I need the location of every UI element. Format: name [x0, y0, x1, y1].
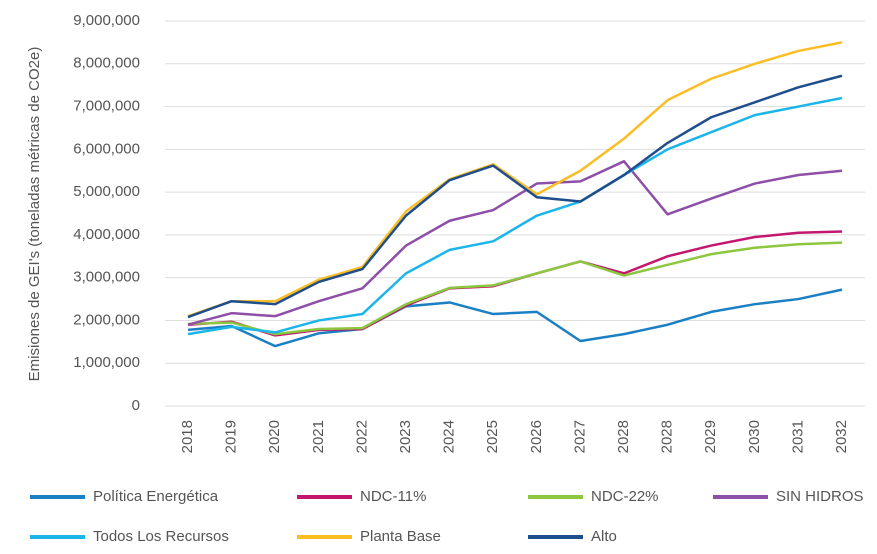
y-tick-label: 0	[132, 397, 140, 414]
x-tick-label: 2025	[484, 420, 501, 453]
x-tick-label: 2032	[833, 420, 850, 453]
y-tick-label: 8,000,000	[73, 55, 140, 72]
y-tick-label: 6,000,000	[73, 140, 140, 157]
x-tick-label: 2026	[528, 420, 545, 453]
series-line	[187, 74, 843, 319]
x-tick-label: 2023	[397, 420, 414, 453]
x-tick-label: 2020	[266, 420, 283, 453]
x-tick-label: 2028	[615, 420, 632, 453]
y-tick-label: 9,000,000	[73, 12, 140, 29]
series-line	[187, 288, 843, 348]
y-tick-label: 1,000,000	[73, 354, 140, 371]
legend-label: Política Energética	[93, 488, 219, 505]
legend-label: SIN HIDROS	[776, 488, 864, 505]
legend-label: NDC-11%	[360, 488, 426, 505]
x-tick-label: 2018	[179, 420, 196, 453]
x-tick-label: 2029	[702, 420, 719, 453]
x-tick-label: 2019	[223, 420, 240, 453]
legend-label: Alto	[591, 528, 617, 545]
x-tick-label: 2027	[571, 420, 588, 453]
legend-label: NDC-22%	[591, 488, 659, 505]
x-tick-label: 2021	[310, 420, 327, 453]
series-line	[187, 241, 843, 336]
y-axis-title: Emisiones de GEI's (toneladas métricas d…	[26, 47, 43, 382]
x-tick-label: 2022	[353, 420, 370, 453]
x-tick-label: 2028	[659, 420, 676, 453]
y-tick-label: 2,000,000	[73, 311, 140, 328]
series-line	[187, 41, 843, 318]
x-tick-label: 2024	[441, 420, 458, 453]
y-tick-label: 7,000,000	[73, 98, 140, 115]
series-line	[187, 230, 843, 337]
x-tick-label: 2031	[789, 420, 806, 453]
y-tick-label: 3,000,000	[73, 269, 140, 286]
y-tick-label: 5,000,000	[73, 183, 140, 200]
x-tick-label: 2030	[746, 420, 763, 453]
legend-label: Todos Los Recursos	[93, 528, 229, 545]
y-tick-label: 4,000,000	[73, 226, 140, 243]
series-line	[187, 96, 843, 336]
series-line	[187, 160, 843, 326]
legend-label: Planta Base	[360, 528, 441, 545]
